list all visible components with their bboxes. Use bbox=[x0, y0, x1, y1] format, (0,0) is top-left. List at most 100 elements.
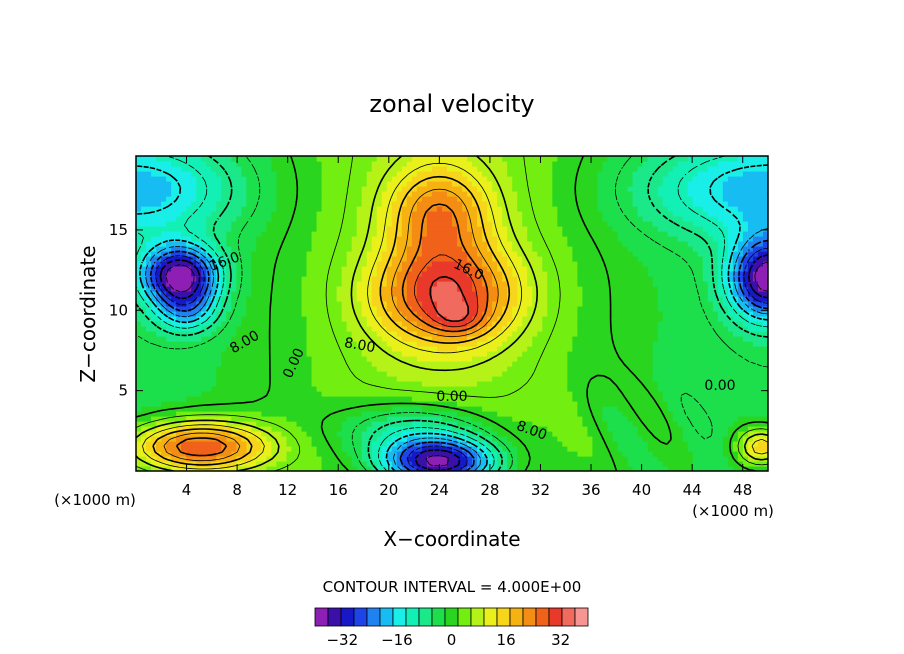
field-cell bbox=[166, 466, 172, 471]
field-cell bbox=[216, 236, 222, 242]
field-cell bbox=[271, 356, 278, 362]
field-cell bbox=[321, 326, 328, 332]
field-cell bbox=[366, 291, 373, 297]
field-cell bbox=[527, 401, 533, 407]
field-cell bbox=[431, 286, 438, 292]
field-cell bbox=[321, 306, 328, 312]
field-cell bbox=[226, 376, 232, 382]
field-cell bbox=[136, 366, 142, 372]
field-cell bbox=[502, 211, 508, 217]
field-cell bbox=[146, 156, 152, 162]
field-cell bbox=[416, 171, 423, 177]
field-cell bbox=[271, 361, 278, 367]
field-cell bbox=[151, 236, 157, 242]
field-cell bbox=[532, 461, 538, 467]
field-cell bbox=[256, 326, 262, 332]
field-cell bbox=[241, 301, 247, 307]
field-cell bbox=[361, 326, 368, 332]
field-cell bbox=[507, 326, 513, 332]
field-cell bbox=[171, 201, 177, 207]
field-cell bbox=[517, 256, 523, 262]
field-cell bbox=[236, 286, 242, 292]
field-cell bbox=[226, 386, 232, 392]
field-cell bbox=[226, 311, 232, 317]
field-cell bbox=[386, 216, 393, 222]
field-cell bbox=[371, 466, 378, 471]
field-cell bbox=[411, 311, 418, 317]
field-cell bbox=[316, 441, 323, 447]
field-cell bbox=[502, 266, 508, 272]
field-cell bbox=[256, 336, 262, 342]
field-cell bbox=[246, 206, 252, 212]
field-cell bbox=[411, 321, 418, 327]
field-cell bbox=[276, 216, 283, 222]
field-cell bbox=[411, 236, 418, 242]
field-cell bbox=[431, 311, 438, 317]
field-cell bbox=[276, 361, 283, 367]
field-cell bbox=[356, 261, 363, 267]
field-cell bbox=[156, 346, 162, 352]
field-cell bbox=[341, 156, 348, 162]
field-cell bbox=[421, 301, 428, 307]
field-cell bbox=[296, 356, 303, 362]
field-cell bbox=[191, 416, 197, 422]
field-cell bbox=[527, 326, 533, 332]
field-cell bbox=[166, 306, 172, 312]
field-cell bbox=[276, 281, 283, 287]
field-cell bbox=[316, 416, 323, 422]
field-cell bbox=[492, 281, 498, 287]
field-cell bbox=[311, 256, 318, 262]
field-cell bbox=[276, 276, 283, 282]
field-cell bbox=[512, 271, 518, 277]
field-cell bbox=[321, 336, 328, 342]
field-cell bbox=[261, 226, 268, 232]
field-cell bbox=[426, 386, 433, 392]
field-cell bbox=[156, 281, 162, 287]
field-cell bbox=[446, 291, 453, 297]
field-cell bbox=[396, 326, 403, 332]
field-cell bbox=[421, 296, 428, 302]
field-cell bbox=[492, 436, 498, 442]
field-cell bbox=[431, 446, 438, 452]
field-cell bbox=[281, 461, 288, 467]
field-cell bbox=[492, 251, 498, 257]
field-cell bbox=[532, 376, 538, 382]
field-cell bbox=[291, 266, 298, 272]
field-cell bbox=[341, 216, 348, 222]
field-cell bbox=[477, 396, 483, 402]
field-cell bbox=[251, 321, 257, 327]
field-cell bbox=[446, 391, 453, 397]
field-cell bbox=[487, 236, 493, 242]
field-cell bbox=[306, 411, 313, 417]
field-cell bbox=[316, 246, 323, 252]
field-cell bbox=[231, 331, 237, 337]
field-cell bbox=[532, 391, 538, 397]
field-cell bbox=[366, 401, 373, 407]
field-cell bbox=[326, 451, 333, 457]
field-cell bbox=[151, 381, 157, 387]
field-cell bbox=[261, 206, 268, 212]
field-cell bbox=[361, 196, 368, 202]
field-cell bbox=[401, 421, 408, 427]
field-cell bbox=[196, 221, 202, 227]
field-cell bbox=[276, 401, 283, 407]
field-cell bbox=[366, 421, 373, 427]
field-cell bbox=[517, 241, 523, 247]
field-cell bbox=[401, 361, 408, 367]
field-cell bbox=[166, 386, 172, 392]
field-cell bbox=[181, 326, 187, 332]
field-cell bbox=[151, 436, 157, 442]
field-cell bbox=[246, 211, 252, 217]
field-cell bbox=[341, 166, 348, 172]
field-cell bbox=[381, 201, 388, 207]
field-cell bbox=[446, 381, 453, 387]
field-cell bbox=[171, 396, 177, 402]
field-cell bbox=[482, 366, 488, 372]
field-cell bbox=[196, 286, 202, 292]
field-cell bbox=[386, 196, 393, 202]
field-cell bbox=[457, 316, 463, 322]
field-cell bbox=[366, 326, 373, 332]
field-cell bbox=[141, 406, 147, 412]
field-cell bbox=[196, 351, 202, 357]
field-cell bbox=[472, 256, 478, 262]
